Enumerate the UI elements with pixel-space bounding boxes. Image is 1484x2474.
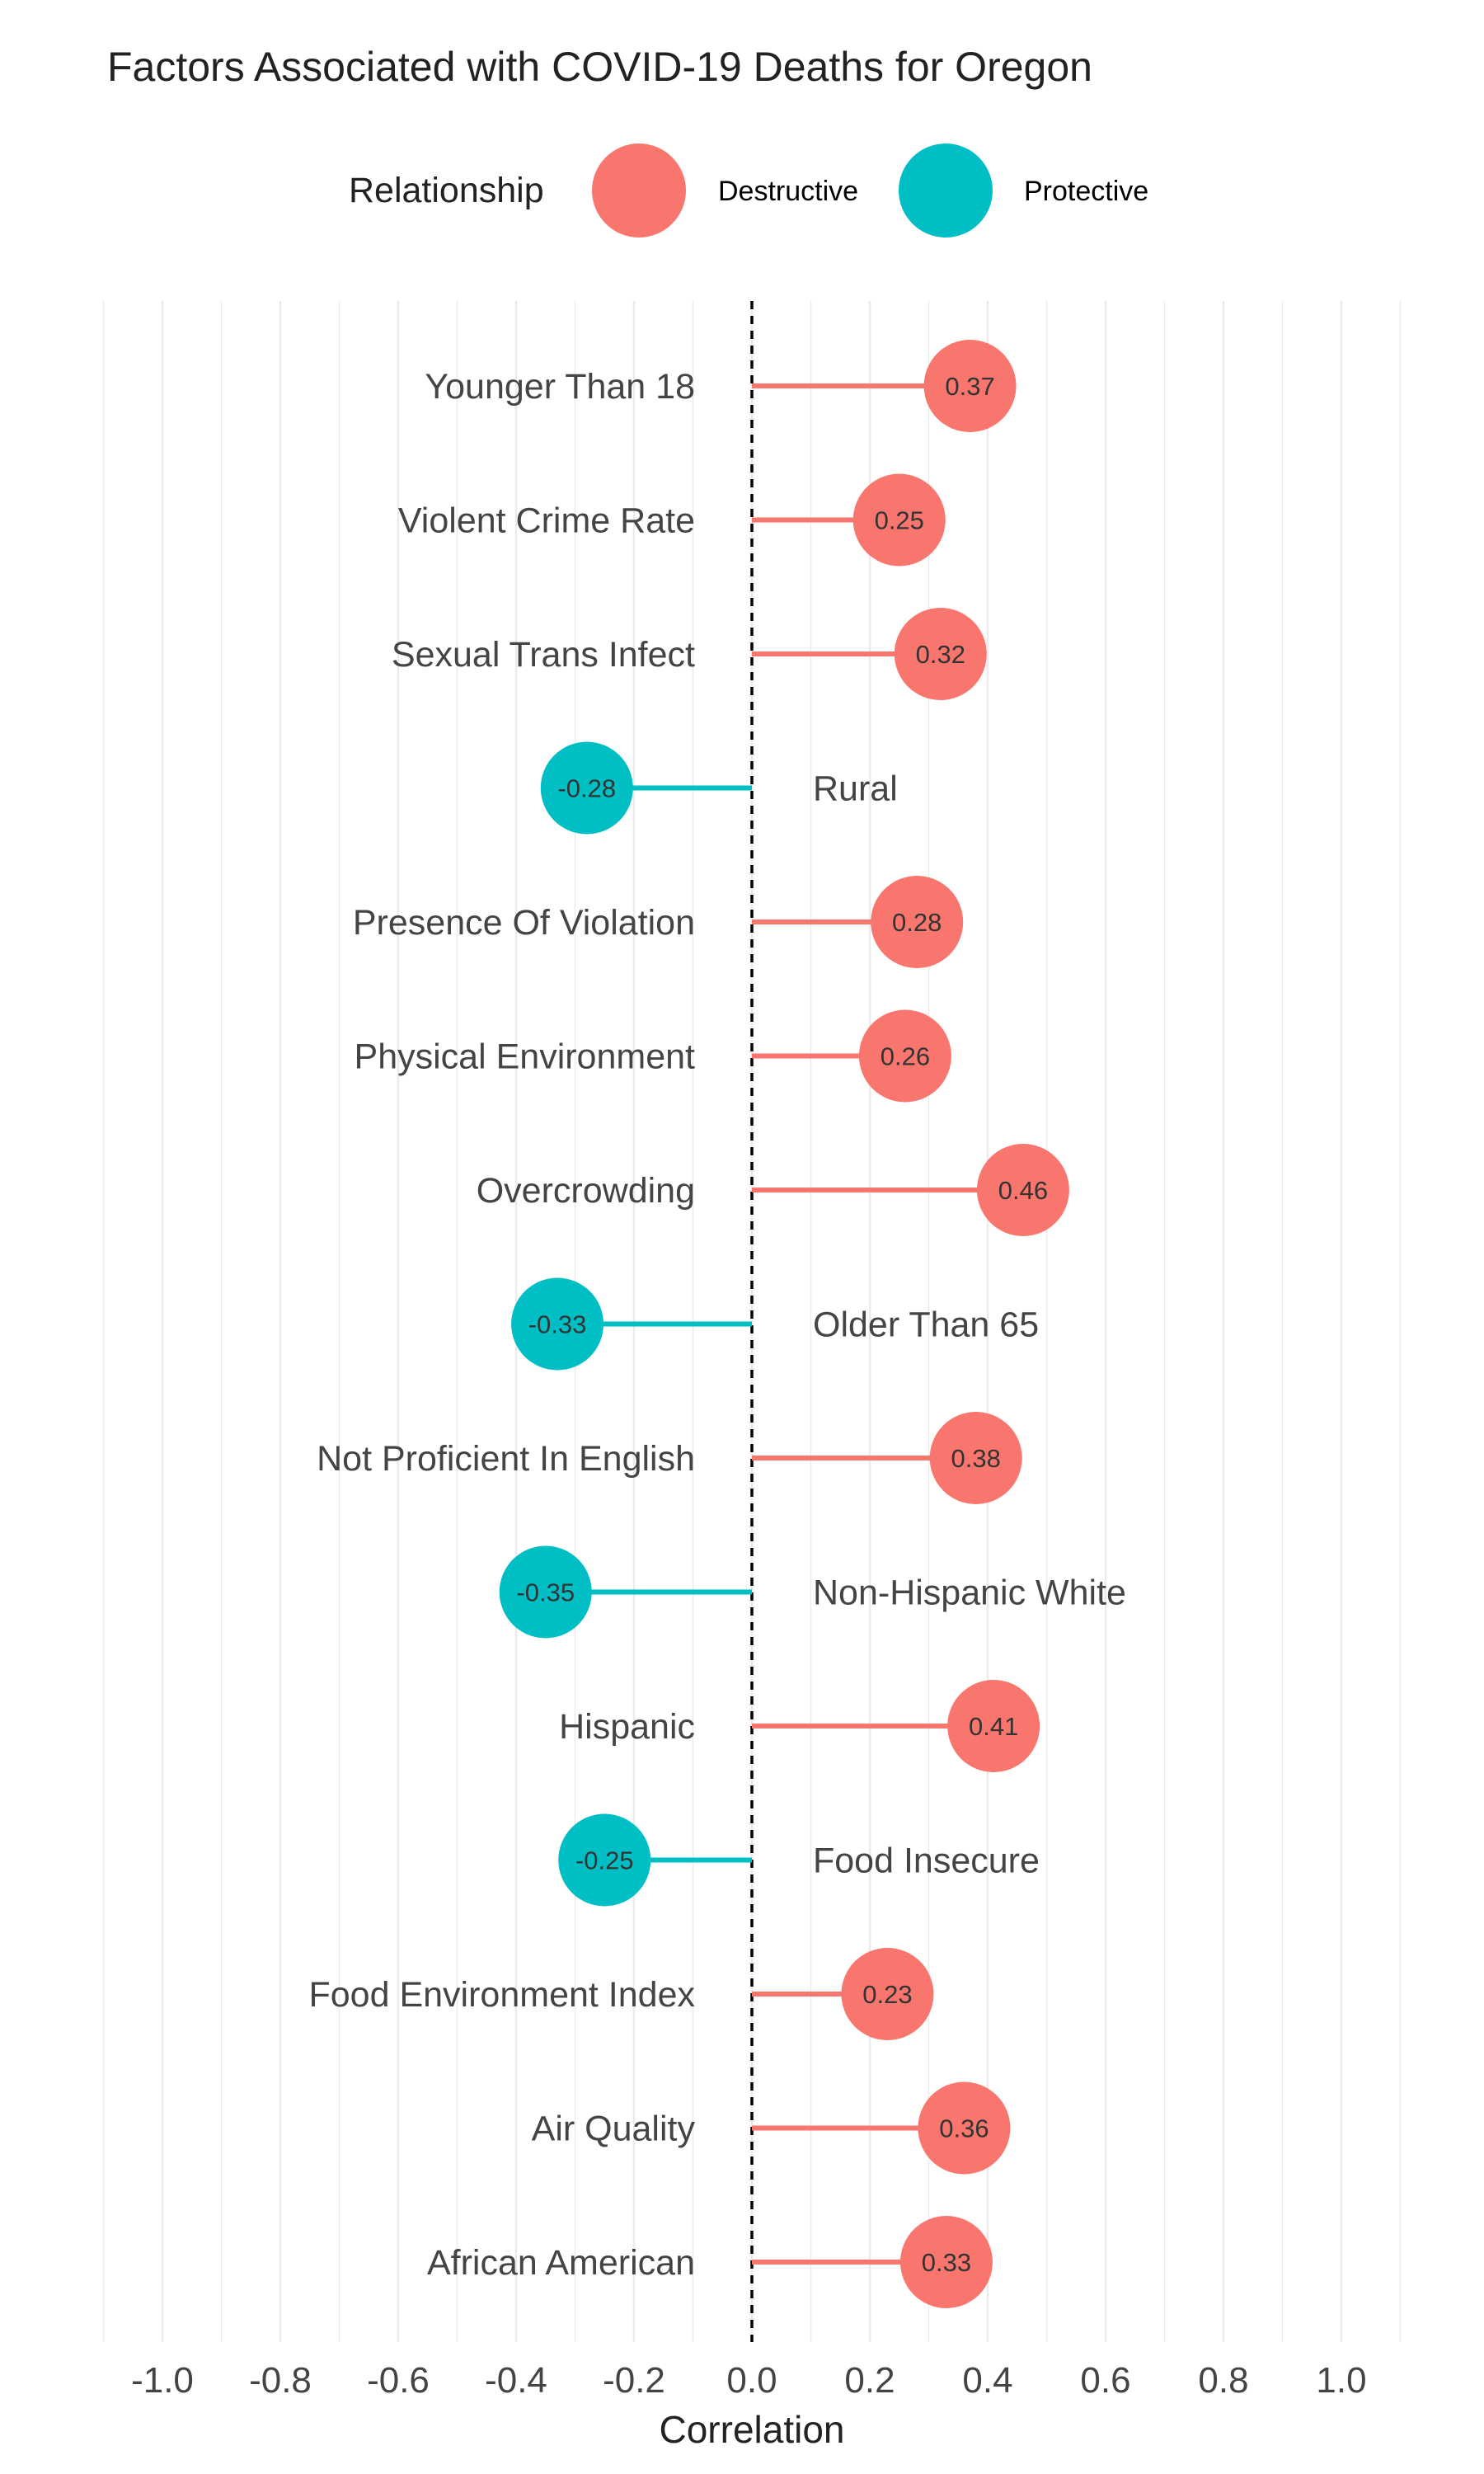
category-label-not-proficient-in-english: Not Proficient In English xyxy=(317,1439,695,1479)
x-tick-label: -0.6 xyxy=(367,2360,430,2401)
x-axis-ticks: -1.0 -0.8 -0.6 -0.4 -0.2 0.0 0.2 0.4 0.6 0.8 1.0 xyxy=(131,2360,1367,2401)
point-african-american xyxy=(899,2216,993,2308)
point-air-quality xyxy=(918,2081,1011,2175)
point-food-environment-index xyxy=(841,1948,934,2040)
chart-title: Factors Associated with COVID-19 Deaths … xyxy=(107,44,1092,90)
category-label-african-american: African American xyxy=(427,2243,695,2283)
category-label-physical-environment: Physical Environment xyxy=(355,1037,696,1077)
legend-key-protective xyxy=(899,143,993,238)
legend-label-destructive: Destructive xyxy=(718,176,858,207)
legend-key-destructive xyxy=(592,143,686,238)
x-tick-label: 0.0 xyxy=(726,2360,777,2401)
x-tick-label: -0.8 xyxy=(249,2360,312,2401)
value-label-non-hispanic-white: -0.35 xyxy=(516,1578,575,1607)
point-violent-crime-rate xyxy=(852,473,946,567)
value-label-rural: -0.28 xyxy=(557,774,616,803)
value-label-overcrowding: 0.46 xyxy=(998,1176,1048,1205)
legend-label-protective: Protective xyxy=(1024,176,1148,207)
value-label-food-environment-index: 0.23 xyxy=(862,1980,912,2009)
category-label-food-environment-index: Food Environment Index xyxy=(309,1975,696,2015)
category-label-rural: Rural xyxy=(813,769,898,809)
point-not-proficient-in-english xyxy=(929,1412,1022,1504)
category-label-non-hispanic-white: Non-Hispanic White xyxy=(813,1573,1126,1613)
value-label-air-quality: 0.36 xyxy=(939,2114,989,2143)
value-label-sexual-trans-infect: 0.32 xyxy=(916,640,965,669)
x-tick-label: -1.0 xyxy=(131,2360,194,2401)
value-label-presence-of-violation: 0.28 xyxy=(892,908,942,937)
point-physical-environment xyxy=(858,1009,951,1103)
marks: 0.37 Younger Than 18 0.25 Violent Crime Rat… xyxy=(309,340,1126,2308)
category-label-sexual-trans-infect: Sexual Trans Infect xyxy=(392,635,695,675)
value-label-violent-crime-rate: 0.25 xyxy=(875,506,924,535)
point-older-than-65 xyxy=(511,1277,604,1371)
value-label-african-american: 0.33 xyxy=(922,2248,971,2277)
point-overcrowding xyxy=(976,1144,1069,1236)
category-label-hispanic: Hispanic xyxy=(559,1707,695,1747)
point-younger-than-18 xyxy=(923,340,1017,432)
value-label-not-proficient-in-english: 0.38 xyxy=(951,1444,1001,1473)
x-axis-title: Correlation xyxy=(660,2408,845,2451)
category-label-younger-than-18: Younger Than 18 xyxy=(425,367,695,407)
point-food-insecure xyxy=(558,1813,651,1907)
x-tick-label: 0.4 xyxy=(962,2360,1012,2401)
point-sexual-trans-infect xyxy=(894,608,987,700)
point-rural xyxy=(540,741,633,835)
category-label-violent-crime-rate: Violent Crime Rate xyxy=(398,501,695,541)
point-hispanic xyxy=(947,1680,1040,1772)
legend: Relationship Destructive Protective xyxy=(349,143,1148,238)
value-label-physical-environment: 0.26 xyxy=(881,1042,930,1071)
value-label-younger-than-18: 0.37 xyxy=(945,372,994,401)
legend-title: Relationship xyxy=(349,171,544,210)
category-label-food-insecure: Food Insecure xyxy=(813,1841,1040,1881)
x-tick-label: -0.4 xyxy=(485,2360,547,2401)
category-label-presence-of-violation: Presence Of Violation xyxy=(353,903,695,943)
x-tick-label: 0.6 xyxy=(1080,2360,1130,2401)
category-label-air-quality: Air Quality xyxy=(532,2109,696,2149)
x-tick-label: 1.0 xyxy=(1316,2360,1366,2401)
x-tick-label: -0.2 xyxy=(603,2360,665,2401)
value-label-hispanic: 0.41 xyxy=(969,1712,1018,1741)
category-label-older-than-65: Older Than 65 xyxy=(813,1305,1039,1345)
point-non-hispanic-white xyxy=(499,1545,592,1639)
x-tick-label: 0.2 xyxy=(844,2360,895,2401)
point-presence-of-violation xyxy=(871,876,964,968)
value-label-food-insecure: -0.25 xyxy=(575,1846,634,1875)
category-label-overcrowding: Overcrowding xyxy=(477,1171,695,1211)
x-tick-label: 0.8 xyxy=(1198,2360,1248,2401)
value-label-older-than-65: -0.33 xyxy=(528,1310,587,1339)
